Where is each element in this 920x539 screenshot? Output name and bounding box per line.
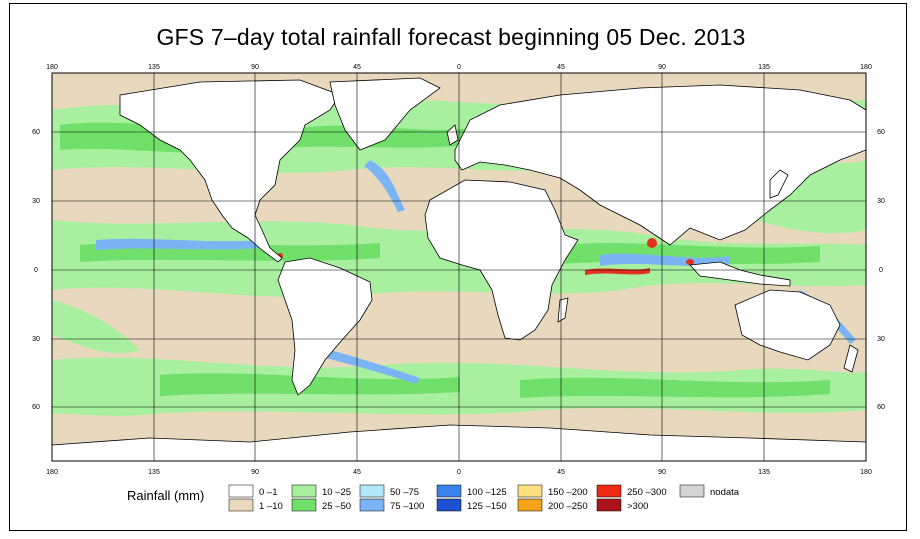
legend-swatch-5 xyxy=(359,498,385,512)
legend-label: 150 –200 xyxy=(548,487,588,498)
legend: Rainfall (mm) 0 –1 1 –10 10 –25 25 –50 5… xyxy=(127,484,740,512)
legend-label: nodata xyxy=(710,487,740,498)
x-tick: 135 xyxy=(148,469,160,476)
x-tick: 135 xyxy=(758,469,770,476)
legend-label: 75 –100 xyxy=(390,501,424,512)
legend-label: 100 –125 xyxy=(467,487,507,498)
legend-swatch-3 xyxy=(291,498,317,512)
y-tick: 30 xyxy=(877,198,885,205)
x-tick: 180 xyxy=(860,469,872,476)
africa xyxy=(424,179,579,341)
x-tick: 135 xyxy=(758,64,770,71)
x-ticks-bottom: 180 135 90 45 0 45 90 135 180 xyxy=(46,469,872,476)
japan xyxy=(769,169,789,199)
x-tick: 90 xyxy=(658,64,666,71)
x-tick: 135 xyxy=(148,64,160,71)
x-tick: 45 xyxy=(353,64,361,71)
y-tick: 0 xyxy=(879,267,883,274)
x-tick: 180 xyxy=(860,64,872,71)
y-tick: 60 xyxy=(877,404,885,411)
x-tick: 90 xyxy=(658,469,666,476)
legend-swatch-11 xyxy=(596,498,622,512)
y-tick: 60 xyxy=(32,404,40,411)
y-tick: 0 xyxy=(34,267,38,274)
south-america xyxy=(277,257,373,396)
legend-label: 1 –10 xyxy=(259,501,283,512)
legend-swatch-9 xyxy=(517,498,543,512)
x-ticks-top: 180 135 90 45 0 45 90 135 180 xyxy=(46,64,872,71)
legend-swatch-6 xyxy=(436,484,462,498)
legend-title: Rainfall (mm) xyxy=(127,488,204,503)
legend-label: 0 –1 xyxy=(259,487,278,498)
x-tick: 45 xyxy=(557,469,565,476)
y-tick: 60 xyxy=(32,129,40,136)
north-america xyxy=(119,79,341,263)
y-tick: 60 xyxy=(877,129,885,136)
legend-label: 125 –150 xyxy=(467,501,507,512)
x-tick: 180 xyxy=(46,469,58,476)
map-border xyxy=(51,72,867,462)
australia xyxy=(734,289,841,361)
legend-swatch-12 xyxy=(679,484,705,498)
legend-swatch-0 xyxy=(228,484,254,498)
british-isles xyxy=(446,124,459,146)
y-ticks-right: 60 30 0 30 60 xyxy=(877,129,885,411)
page-title: GFS 7–day total rainfall forecast beginn… xyxy=(156,24,746,50)
y-ticks-left: 60 30 0 30 60 xyxy=(32,129,40,411)
x-tick: 0 xyxy=(457,469,461,476)
eurasia xyxy=(454,84,866,246)
y-tick: 30 xyxy=(32,198,40,205)
y-tick: 30 xyxy=(32,336,40,343)
figure-frame xyxy=(9,3,907,531)
legend-label: >300 xyxy=(627,501,648,512)
legend-label: 250 –300 xyxy=(627,487,667,498)
x-tick: 45 xyxy=(557,64,565,71)
x-tick: 90 xyxy=(251,64,259,71)
legend-swatch-1 xyxy=(228,498,254,512)
x-tick: 0 xyxy=(457,64,461,71)
legend-label: 200 –250 xyxy=(548,501,588,512)
legend-swatch-10 xyxy=(596,484,622,498)
graticule xyxy=(52,73,866,461)
legend-label: 50 –75 xyxy=(390,487,419,498)
x-tick: 180 xyxy=(46,64,58,71)
legend-swatch-7 xyxy=(436,498,462,512)
madagascar xyxy=(557,297,569,323)
legend-swatch-8 xyxy=(517,484,543,498)
legend-label: 25 –50 xyxy=(322,501,351,512)
new-zealand xyxy=(843,344,859,373)
y-tick: 30 xyxy=(877,336,885,343)
x-tick: 90 xyxy=(251,469,259,476)
legend-label: 10 –25 xyxy=(322,487,351,498)
legend-swatch-2 xyxy=(291,484,317,498)
indonesia xyxy=(689,261,791,287)
x-tick: 45 xyxy=(353,469,361,476)
legend-swatch-4 xyxy=(359,484,385,498)
